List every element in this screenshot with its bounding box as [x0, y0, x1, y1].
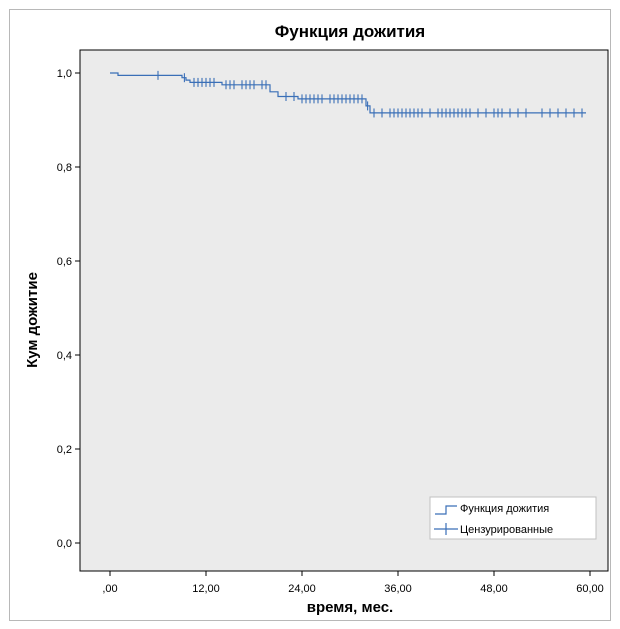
legend: Функция дожития Цензурированные [429, 496, 597, 540]
x-tick-label: 36,00 [384, 583, 412, 595]
y-tick-label: 1,0 [57, 68, 72, 80]
legend-censored-swatch [434, 523, 458, 535]
y-tick-label: 0,2 [57, 444, 72, 456]
x-tick-label: 60,00 [576, 583, 604, 595]
y-tick-label: 0,8 [57, 162, 72, 174]
x-tick-label: 12,00 [192, 583, 220, 595]
x-axis: ,00 12,00 24,00 36,00 48,00 60,00 [102, 571, 604, 595]
x-tick-label: 24,00 [288, 583, 316, 595]
x-tick-label: 48,00 [480, 583, 508, 595]
y-tick-label: 0,6 [57, 256, 72, 268]
plot-area [79, 49, 609, 572]
y-tick-label: 0,0 [57, 538, 72, 550]
x-tick-label: ,00 [102, 583, 117, 595]
survival-chart: Функция дожития 0,0 0,2 0,4 0,6 0,8 1,0 ,00 12… [24, 22, 609, 616]
chart-title: Функция дожития [275, 22, 425, 41]
chart-frame: Функция дожития 0,0 0,2 0,4 0,6 0,8 1,0 ,00 12… [9, 9, 611, 621]
legend-box [429, 496, 597, 540]
legend-survival-label: Функция дожития [460, 503, 549, 515]
legend-censored-label: Цензурированные [460, 524, 553, 536]
x-axis-label: время, мес. [307, 599, 393, 616]
y-axis: 0,0 0,2 0,4 0,6 0,8 1,0 [57, 68, 80, 550]
y-axis-label: Кум дожитие [24, 272, 41, 368]
series-layer [110, 70, 586, 118]
y-tick-label: 0,4 [57, 350, 72, 362]
legend-survival-swatch [435, 505, 457, 515]
